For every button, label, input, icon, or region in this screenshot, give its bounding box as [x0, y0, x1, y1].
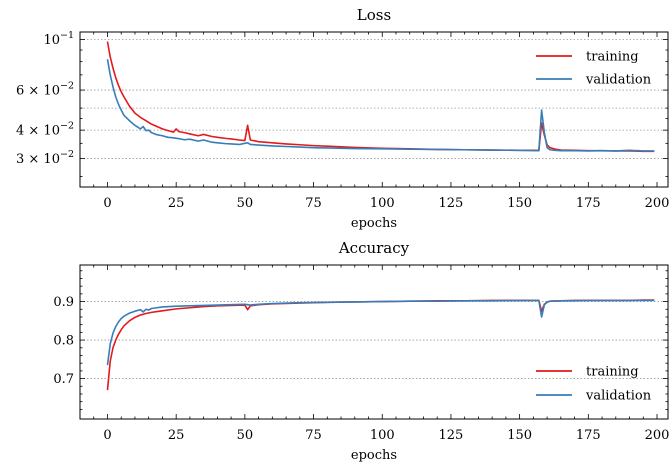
- x-tick-label: 100: [370, 428, 395, 443]
- chart-title: Accuracy: [338, 239, 410, 257]
- legend-label-validation: validation: [585, 389, 652, 404]
- y-tick-mantissa: 4 × 10: [16, 124, 60, 139]
- y-tick-label: 4 × 10−2: [16, 121, 74, 139]
- y-tick-exponent: −2: [60, 81, 74, 92]
- x-tick-label: 75: [305, 428, 322, 443]
- x-tick-label: 175: [576, 428, 601, 443]
- x-axis-label: epochs: [351, 448, 397, 463]
- series-line-validation: [106, 59, 655, 152]
- x-tick-label: 0: [103, 428, 111, 443]
- y-tick-exponent: −2: [60, 149, 74, 160]
- plot-frame: [79, 264, 669, 420]
- legend: training validation: [536, 365, 652, 404]
- x-tick-label: 25: [168, 196, 185, 211]
- x-tick-label: 25: [168, 428, 185, 443]
- y-tick-label: 0.9: [53, 295, 74, 310]
- y-tick-mantissa: 10: [43, 33, 60, 48]
- x-tick-label: 0: [103, 196, 111, 211]
- x-tick-label: 200: [645, 428, 670, 443]
- y-tick-exponent: −1: [60, 30, 74, 41]
- y-tick-label: 0.8: [53, 334, 74, 349]
- y-tick-label: 0.7: [53, 372, 74, 387]
- plot-frame: [79, 31, 669, 188]
- legend-label-training: training: [586, 50, 639, 65]
- x-tick-label: 75: [305, 196, 322, 211]
- series-line-validation: [106, 299, 655, 366]
- legend: training validation: [536, 50, 652, 88]
- y-tick-label: 3 × 10−2: [16, 149, 74, 167]
- y-tick-exponent: −2: [60, 121, 74, 132]
- x-tick-label: 150: [507, 428, 532, 443]
- y-tick-mantissa: 6 × 10: [16, 84, 60, 99]
- series-line-training: [106, 41, 655, 153]
- x-tick-label: 150: [507, 196, 532, 211]
- x-tick-label: 50: [237, 428, 254, 443]
- legend-label-training: training: [586, 365, 639, 380]
- x-tick-label: 125: [439, 196, 464, 211]
- chart-accuracy: 0 25 50 75 100 125 150 175 200 0.9 0.8 0.7 Accuracy e…: [53, 239, 669, 463]
- x-axis-label: epochs: [351, 216, 397, 231]
- x-tick-label: 200: [645, 196, 670, 211]
- x-tick-label: 50: [237, 196, 254, 211]
- y-tick-mantissa: 3 × 10: [16, 152, 60, 167]
- legend-label-validation: validation: [585, 73, 652, 88]
- y-tick-label: 6 × 10−2: [16, 81, 74, 99]
- x-tick-label: 125: [439, 428, 464, 443]
- x-tick-label: 175: [576, 196, 601, 211]
- chart-title: Loss: [357, 6, 391, 24]
- x-tick-label: 100: [370, 196, 395, 211]
- series-line-training: [106, 299, 655, 391]
- y-tick-label: 10−1: [43, 30, 74, 48]
